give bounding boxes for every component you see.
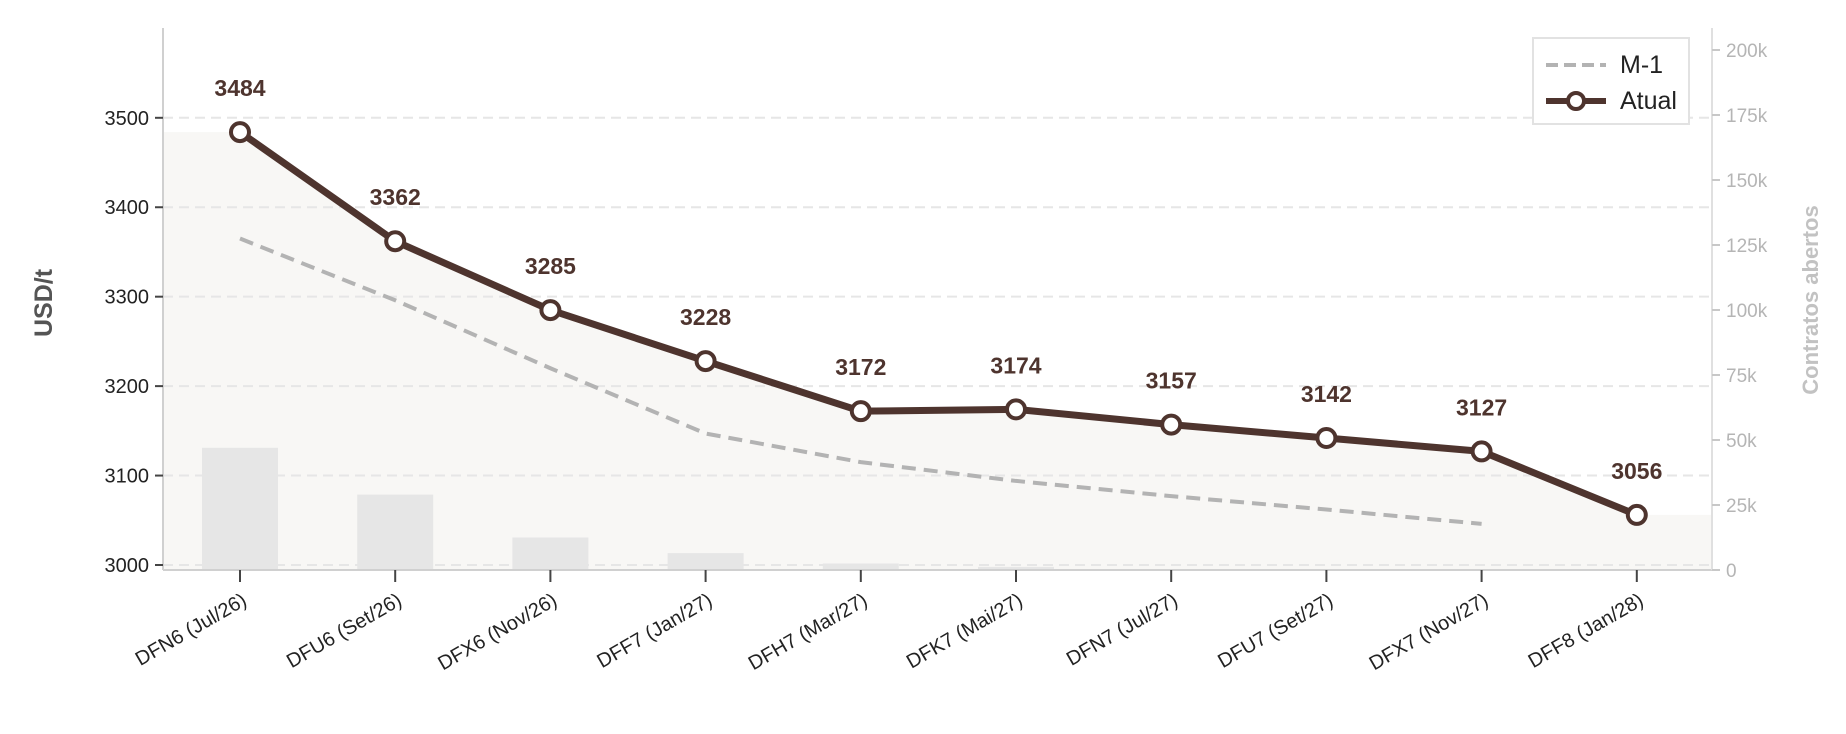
data-label-10: 3056	[1611, 458, 1662, 484]
data-label-7: 3157	[1146, 368, 1197, 394]
atual-point-7	[1160, 413, 1183, 436]
y-tick-label-3100: 3100	[105, 466, 150, 488]
data-label-5: 3172	[835, 354, 886, 380]
atual-point-2	[384, 230, 407, 253]
oi-bar-2	[357, 494, 434, 570]
y-tick-label-3000: 3000	[105, 555, 150, 577]
y2-tick-label-175k: 175k	[1726, 106, 1768, 127]
y2-tick-label-75k: 75k	[1726, 366, 1757, 387]
x-tick-label-5: DFH7 (Mar/27)	[745, 589, 871, 675]
series-m1-line	[239, 236, 1482, 526]
y2-tick-label-100k: 100k	[1726, 301, 1768, 322]
data-label-1: 3484	[214, 75, 265, 101]
oi-bar-4	[667, 553, 744, 570]
oi-bar-1	[202, 447, 278, 570]
x-tick-label-1: DFN6 (Jul/26)	[132, 589, 251, 670]
y2-tick-label-200k: 200k	[1726, 41, 1768, 62]
legend-item-atual: Atual	[1544, 85, 1677, 117]
oi-bar-5	[822, 563, 899, 570]
oi-bar-6	[978, 566, 1054, 570]
y-tick-label-3500: 3500	[105, 108, 150, 130]
series-atual-line	[236, 128, 1641, 519]
y-tick-label-3400: 3400	[105, 197, 150, 219]
data-label-8: 3142	[1301, 381, 1352, 407]
x-tick-label-2: DFU6 (Set/26)	[283, 589, 406, 673]
x-tick-label-3: DFX6 (Nov/26)	[434, 589, 561, 675]
x-tick-label-9: DFX7 (Nov/27)	[1366, 589, 1493, 675]
legend: M-1 Atual	[1532, 37, 1690, 125]
atual-point-6	[1005, 398, 1027, 421]
atual-point-8	[1315, 426, 1338, 449]
data-label-6: 3174	[990, 352, 1041, 378]
data-label-layer: 3484 3362 3285 3228 3172 3174 3157 3142 3127 3056	[214, 75, 1662, 484]
y-axis-label: USD/t	[30, 268, 58, 337]
data-label-2: 3362	[370, 184, 421, 210]
x-tick-label-8: DFU7 (Set/27)	[1214, 589, 1337, 673]
data-label-9: 3127	[1456, 394, 1507, 420]
area-fill	[163, 132, 1712, 570]
legend-label-m1: M-1	[1620, 50, 1664, 79]
atual-point-9	[1470, 440, 1493, 463]
data-label-4: 3228	[680, 304, 731, 330]
y2-axis-label: Contratos abertos	[1798, 205, 1823, 394]
y2-tick-label-150k: 150k	[1726, 171, 1768, 192]
y2-tick-label-50k: 50k	[1726, 431, 1757, 452]
legend-marker-line-icon	[1546, 91, 1606, 111]
x-tick-label-6: DFK7 (Mai/27)	[903, 589, 1027, 673]
y2-tick-label-0: 0	[1726, 561, 1737, 582]
series-layer	[229, 121, 1648, 526]
area-fill-layer	[163, 132, 1712, 570]
y-tick-label-3200: 3200	[105, 376, 150, 398]
y2-tick-label-25k: 25k	[1726, 496, 1757, 517]
bar-layer	[202, 447, 1675, 570]
x-tick-label-10: DFF8 (Jan/28)	[1525, 589, 1648, 673]
atual-point-10	[1625, 503, 1648, 526]
data-label-3: 3285	[525, 253, 576, 279]
x-tick-label-4: DFF7 (Jan/27)	[593, 589, 716, 673]
oi-bar-3	[512, 537, 589, 570]
atual-point-4	[694, 350, 717, 373]
x-tick-label-7: DFN7 (Jul/27)	[1063, 589, 1182, 670]
y2-tick-label-125k: 125k	[1726, 236, 1768, 257]
legend-item-m1: M-1	[1544, 49, 1663, 81]
y-tick-label-3300: 3300	[105, 287, 150, 309]
legend-label-atual: Atual	[1620, 86, 1677, 115]
atual-point-1	[229, 121, 251, 144]
legend-dashed-line-icon	[1546, 63, 1606, 67]
atual-point-3	[539, 299, 562, 322]
atual-point-5	[849, 400, 872, 423]
